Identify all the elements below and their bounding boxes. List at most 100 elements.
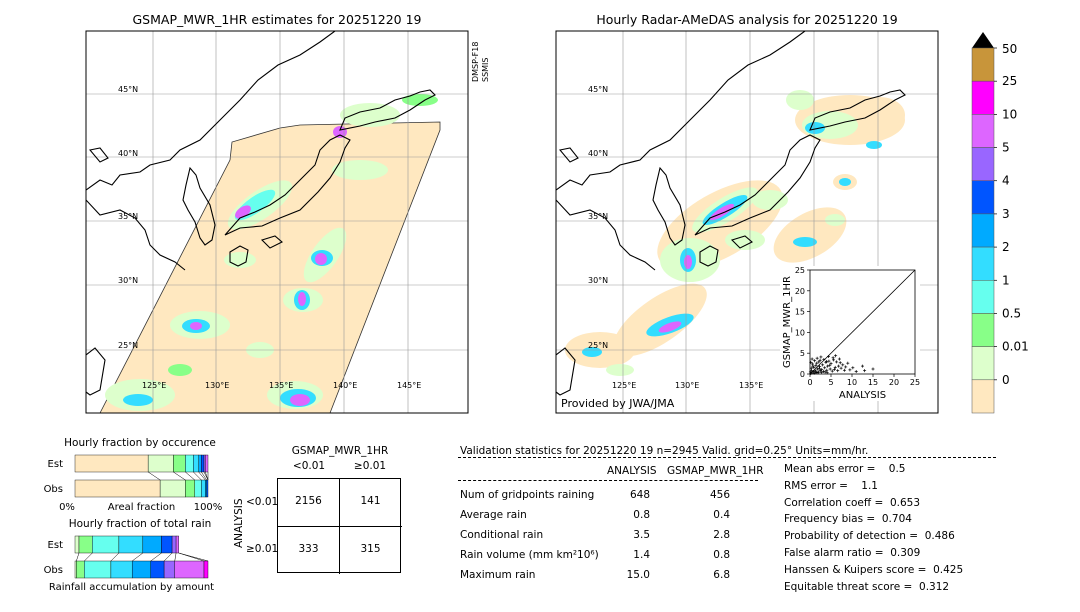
score-line: False alarm ratio = 0.309 xyxy=(784,547,921,559)
bar-category-label: Est xyxy=(48,540,64,551)
y-tick-label: 20 xyxy=(795,287,805,296)
score-line: Frequency bias = 0.704 xyxy=(784,513,912,526)
fraction-segment xyxy=(185,454,194,473)
colorbar-swatch xyxy=(971,80,995,115)
cell-fp: 141 xyxy=(360,495,381,507)
left-graticule xyxy=(86,31,468,413)
fraction-segment xyxy=(74,479,161,498)
scatter-point xyxy=(838,361,842,365)
scatter-point xyxy=(818,358,822,362)
y-tick-label: 5 xyxy=(800,349,805,358)
scatter-point xyxy=(828,363,832,367)
left-lon-145: 145°E xyxy=(397,381,422,390)
scatter-point xyxy=(813,368,817,372)
scatter-point xyxy=(832,358,836,362)
colorbar-label: 10 xyxy=(1002,107,1017,121)
stats-row-gsmap: 6.8 xyxy=(713,569,730,581)
colorbar-label: 0 xyxy=(1002,373,1010,387)
fraction-connector xyxy=(76,552,80,562)
colorbar-label: 4 xyxy=(1002,174,1010,188)
fraction-segment xyxy=(118,535,144,554)
score-line: Mean abs error = 0.5 xyxy=(784,463,906,475)
swath-area xyxy=(100,122,440,413)
fraction-connector xyxy=(178,552,209,562)
colorbar-swatch xyxy=(971,147,995,181)
fraction-segment xyxy=(185,479,195,498)
stats-row-label: Rain volume (mm km²10⁶) xyxy=(460,549,599,561)
cell-tp: 315 xyxy=(360,543,381,555)
scatter-ylabel: GSMAP_MWR_1HR xyxy=(782,276,793,368)
cell-tn: 2156 xyxy=(295,495,322,507)
col-gsmap-header: GSMAP_MWR_1HR xyxy=(667,465,764,477)
scatter-point xyxy=(819,355,823,359)
left-lon-130: 130°E xyxy=(205,381,230,390)
fraction-segment xyxy=(205,454,209,473)
contingency-row-axis: ANALYSIS xyxy=(233,498,245,548)
rain-fraction-title: Hourly fraction of total rain xyxy=(68,518,212,530)
fraction-segment xyxy=(76,560,85,579)
scatter-point xyxy=(830,369,834,373)
colorbar-label: 1 xyxy=(1002,273,1010,287)
stats-row: Average rain 0.8 0.4 xyxy=(460,509,760,525)
score-line: Equitable threat score = 0.312 xyxy=(784,580,950,593)
stats-row-label: Maximum rain xyxy=(460,569,536,581)
left-lat-40: 40°N xyxy=(118,149,139,158)
fraction-connector xyxy=(185,471,195,481)
colorbar-swatch xyxy=(971,346,995,381)
fraction-connector xyxy=(110,552,120,562)
stats-row: Rain volume (mm km²10⁶) 1.4 0.8 xyxy=(460,549,760,565)
scatter-point xyxy=(837,357,841,361)
right-lat-40: 40°N xyxy=(588,149,609,158)
sensor-label-line2: SSMIS xyxy=(481,57,490,83)
fraction-segment xyxy=(171,535,177,554)
contingency-col-2: ≥0.01 xyxy=(353,460,387,472)
stats-row-gsmap: 2.8 xyxy=(713,529,730,541)
right-lon-130: 130°E xyxy=(675,381,700,390)
fraction-segment xyxy=(74,454,149,473)
scatter-point xyxy=(846,361,850,365)
scatter-point xyxy=(818,365,822,369)
scatter-point xyxy=(811,370,815,374)
scatter-point xyxy=(821,370,825,374)
fraction-connector xyxy=(193,471,202,481)
stats-row: Conditional rain 3.5 2.8 xyxy=(460,529,760,545)
scatter-point xyxy=(817,360,821,364)
bar-category-label: Obs xyxy=(44,565,63,576)
contingency-title: GSMAP_MWR_1HR xyxy=(291,445,389,457)
rain-fraction-bars: Est Obs Rainfall accumulation by amount xyxy=(44,535,214,593)
stats-row-analysis: 15.0 xyxy=(626,569,650,581)
right-lon-125: 125°E xyxy=(612,381,637,390)
y-tick-label: 0 xyxy=(800,370,805,379)
right-lon-135: 135°E xyxy=(739,381,764,390)
right-rain-field xyxy=(565,90,905,376)
grid-hline xyxy=(278,526,402,527)
left-rain-field xyxy=(105,94,438,411)
score-line: Hanssen & Kuipers score = 0.425 xyxy=(784,563,964,576)
right-map-frame xyxy=(555,30,939,414)
scatter-point xyxy=(836,369,840,373)
stats-row-gsmap: 0.4 xyxy=(713,509,730,521)
stats-row-analysis: 648 xyxy=(629,489,650,501)
bar-category-label: Est xyxy=(48,459,64,470)
validation-header: Validation statistics for 20251220 19 n=… xyxy=(460,445,869,457)
stats-row-label: Conditional rain xyxy=(460,529,544,541)
scatter-point xyxy=(821,363,825,367)
validation-divider xyxy=(458,457,996,458)
fraction-segment xyxy=(150,560,165,579)
scatter-point xyxy=(816,371,820,375)
right-coastlines xyxy=(556,31,906,396)
left-lon-125: 125°E xyxy=(142,381,167,390)
colorbar-swatch xyxy=(971,213,995,248)
scatter-point xyxy=(815,356,819,360)
score-line: Correlation coeff = 0.653 xyxy=(784,496,920,509)
left-map-panel xyxy=(86,31,468,413)
x-tick-label: 15 xyxy=(868,378,878,387)
fraction-connector xyxy=(198,471,206,481)
colorbar-label: 50 xyxy=(1002,42,1017,56)
scatter-point xyxy=(823,366,827,370)
sensor-label-line1: DMSP-F18 xyxy=(471,41,480,82)
colorbar-swatch xyxy=(971,379,995,414)
scatter-point xyxy=(815,361,819,365)
scatter-point xyxy=(810,357,814,361)
